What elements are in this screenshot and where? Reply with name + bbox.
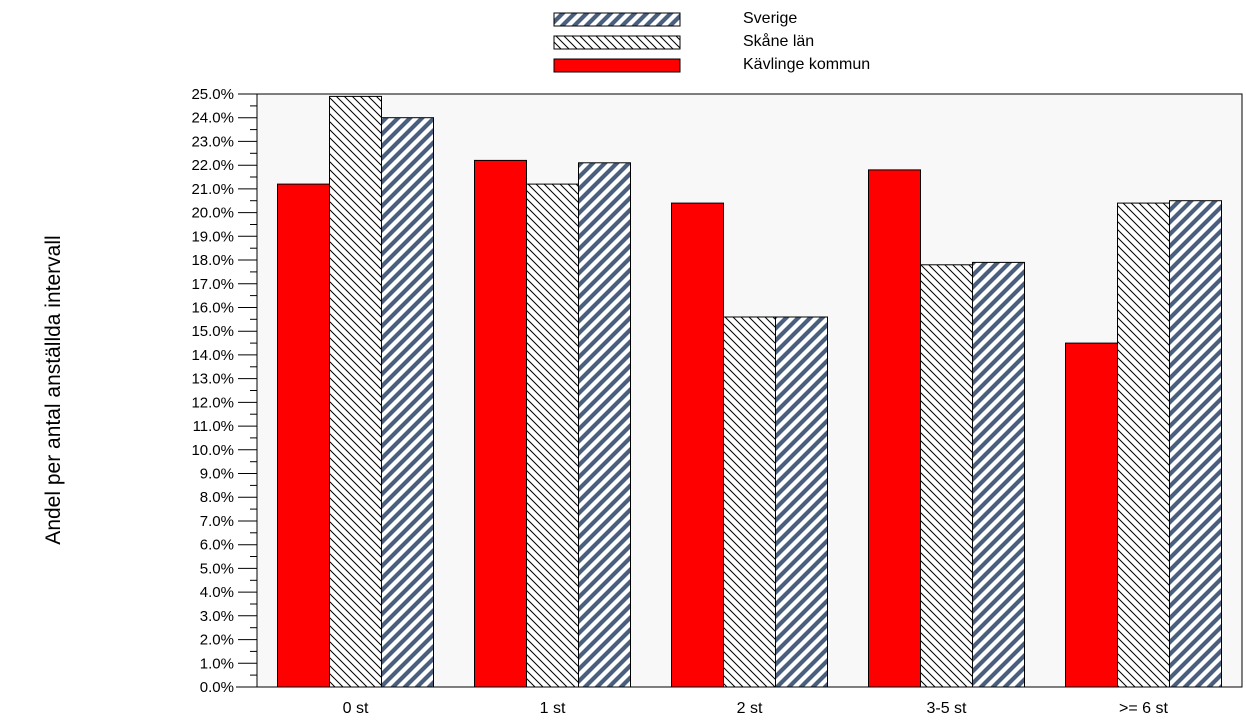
y-tick-label: 13.0% [191,371,234,388]
legend-swatch-sverige [553,12,681,27]
bar-sverige-3-5-st [972,261,1025,688]
y-tick-label: 14.0% [191,347,234,364]
legend-swatch-kavlinge [553,58,681,73]
x-tick-label-1-st: 1 st [540,700,566,717]
y-tick-label: 8.0% [200,489,234,506]
bar-sverige-gte-6-st [1169,200,1222,688]
bar-kavlinge-kommun-3-5-st [868,169,921,688]
y-tick-label: 5.0% [200,560,234,577]
legend-label-kavlinge: Kävlinge kommun [743,56,870,73]
y-tick-label: 2.0% [200,632,234,649]
x-tick-label-gte-6-st: >= 6 st [1119,700,1168,717]
y-tick-label: 9.0% [200,466,234,483]
y-tick-label: 7.0% [200,513,234,530]
x-tick-label-2-st: 2 st [737,700,763,717]
y-tick-label: 16.0% [191,300,234,317]
y-tick-label: 6.0% [200,537,234,554]
bar-kavlinge-kommun-gte-6-st [1065,342,1118,688]
bar-sverige-0-st [381,117,434,688]
bars-group [277,95,1222,688]
y-tick-label: 24.0% [191,110,234,127]
y-tick-label: 3.0% [200,608,234,625]
bar-skane-lan-0-st [329,95,382,688]
y-tick-label: 10.0% [191,442,234,459]
bar-kavlinge-kommun-2-st [671,202,724,688]
y-tick-label: 22.0% [191,157,234,174]
x-tick-label-0-st: 0 st [343,700,369,717]
y-tick-label: 1.0% [200,655,234,672]
y-tick-label: 0.0% [200,679,234,696]
y-tick-label: 21.0% [191,181,234,198]
y-tick-label: 11.0% [193,418,234,435]
bar-kavlinge-kommun-0-st [277,183,330,688]
bar-kavlinge-kommun-1-st [474,159,527,688]
y-tick-label: 19.0% [191,228,234,245]
legend-swatch-skane [553,35,681,50]
y-tick-label: 23.0% [191,133,234,150]
y-tick-label: 20.0% [191,205,234,222]
bar-skane-lan-2-st [723,316,776,688]
legend: Sverige Skåne län Kävlinge kommun [553,10,870,73]
legend-label-skane: Skåne län [743,32,814,50]
y-tick-label: 15.0% [191,323,234,340]
y-tick-label: 25.0% [191,86,234,103]
bar-skane-lan-gte-6-st [1117,202,1170,688]
bar-sverige-2-st [775,316,828,688]
y-tick-label: 17.0% [191,276,234,293]
y-tick-label: 4.0% [200,584,234,601]
bar-skane-lan-1-st [526,183,579,688]
y-axis-title: Andel per antal anställda intervall [42,235,65,544]
bar-sverige-1-st [578,162,631,688]
legend-label-sverige: Sverige [743,10,797,27]
x-tick-label-3-5-st: 3-5 st [926,700,967,717]
y-tick-label: 12.0% [191,394,234,411]
y-tick-label: 18.0% [191,252,234,269]
bar-skane-lan-3-5-st [920,264,973,688]
axes-group: 0 st 1 st 2 st 3-5 st >= 6 st 0.0% 1.0% 2.0% 3.0… [191,86,1243,717]
